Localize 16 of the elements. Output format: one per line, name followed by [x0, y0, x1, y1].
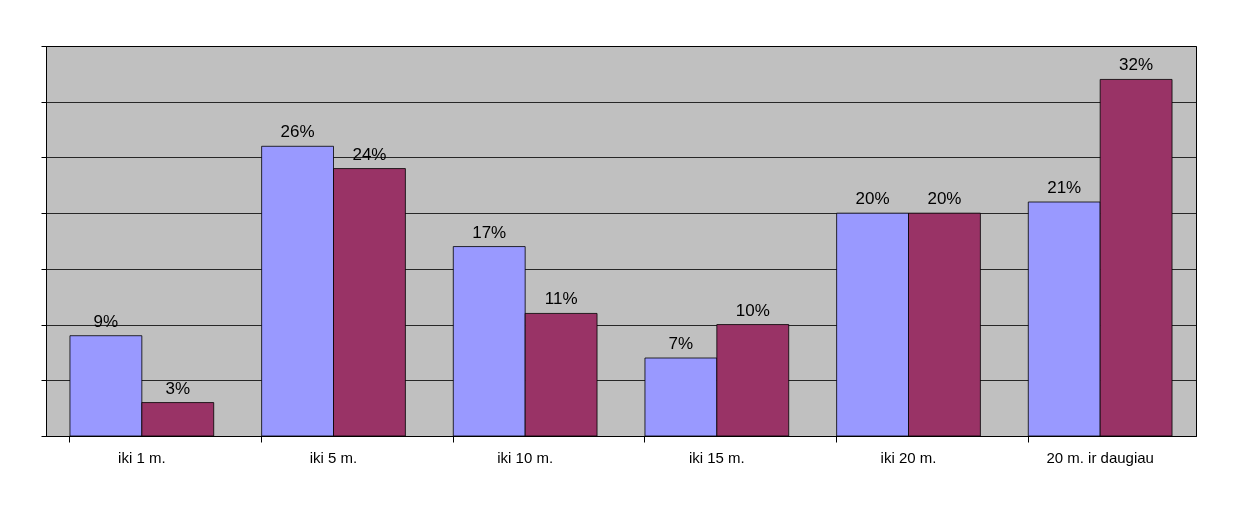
- data-label: 26%: [280, 122, 315, 142]
- data-label: 20%: [927, 189, 962, 209]
- data-label: 17%: [472, 222, 507, 242]
- x-tick-label: iki 15 m.: [688, 448, 745, 466]
- data-label: 32%: [1119, 55, 1154, 75]
- x-tick-label: 20 m. ir daugiau: [1046, 448, 1154, 466]
- x-tick-label: iki 1 m.: [118, 448, 166, 466]
- data-label: 21%: [1047, 178, 1082, 197]
- data-label: 11%: [544, 289, 578, 309]
- data-label: 10%: [735, 300, 770, 320]
- x-tick-label: iki 20 m.: [880, 448, 937, 466]
- data-label: 7%: [668, 334, 694, 353]
- x-tick-label: iki 10 m.: [497, 448, 554, 466]
- data-label: 3%: [165, 378, 191, 398]
- x-tick-label: iki 5 m.: [309, 448, 358, 466]
- data-label: 20%: [855, 189, 890, 209]
